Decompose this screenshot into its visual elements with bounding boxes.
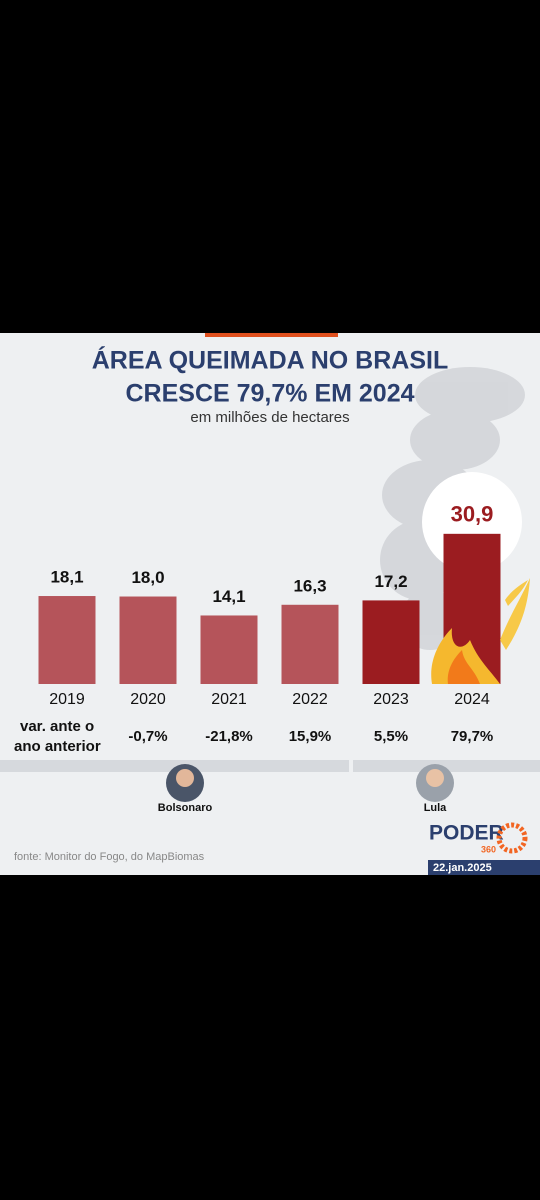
logo-sub: 360	[481, 844, 496, 854]
bar	[119, 596, 177, 684]
change-label: -0,7%	[128, 728, 167, 745]
bar	[281, 604, 339, 684]
title: ÁREA QUEIMADA NO BRASIL	[92, 346, 448, 375]
x-tick-label: 2019	[49, 691, 85, 708]
title: CRESCE 79,7% EM 2024	[125, 380, 414, 408]
logo-sun	[496, 822, 528, 854]
bar	[38, 596, 96, 684]
value-label: 14,1	[212, 587, 245, 606]
change-label: 5,5%	[374, 728, 408, 745]
bar	[362, 600, 420, 684]
x-tick-label: 2021	[211, 691, 247, 708]
bar	[200, 615, 258, 684]
subtitle: em milhões de hectares	[190, 409, 349, 426]
accent-bar	[205, 333, 338, 337]
portrait-face	[176, 769, 194, 787]
value-label: 18,1	[50, 568, 83, 587]
portrait-face	[426, 769, 444, 787]
period-bar	[0, 760, 349, 772]
value-label: 17,2	[374, 572, 407, 591]
change-label: -21,8%	[205, 728, 253, 745]
x-tick-label: 2024	[454, 691, 490, 708]
period-bar	[353, 760, 540, 772]
date-bar	[428, 860, 540, 875]
x-tick-label: 2020	[130, 691, 166, 708]
value-label: 18,0	[131, 568, 164, 587]
change-label: 79,7%	[451, 728, 494, 745]
value-label: 30,9	[451, 502, 494, 527]
change-label: 15,9%	[289, 728, 332, 745]
x-tick-label: 2022	[292, 691, 328, 708]
period-name: Bolsonaro	[158, 802, 213, 814]
change-title: var. ante o	[20, 718, 94, 735]
source: fonte: Monitor do Fogo, do MapBiomas	[14, 851, 205, 863]
date: 22.jan.2025	[433, 862, 492, 874]
flames	[431, 578, 530, 684]
change-title: ano anterior	[14, 738, 101, 755]
period-name: Lula	[424, 802, 447, 814]
x-tick-label: 2023	[373, 691, 409, 708]
logo: PODER	[429, 822, 504, 845]
value-label: 16,3	[293, 576, 326, 595]
